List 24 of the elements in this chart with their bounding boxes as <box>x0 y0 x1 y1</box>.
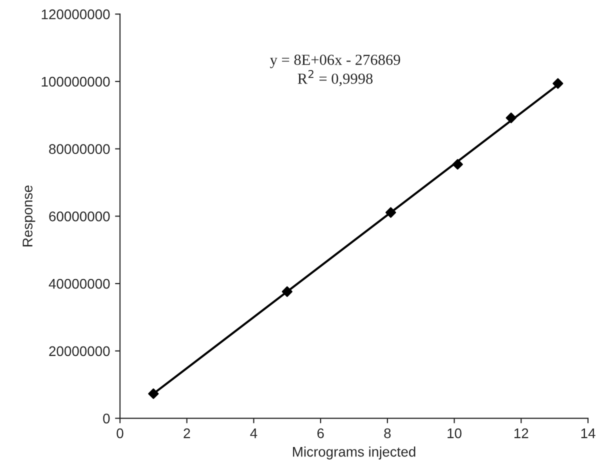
y-tick-label: 60000000 <box>49 212 110 222</box>
y-tick-label: 120000000 <box>42 9 110 20</box>
x-tick-label: 2 <box>184 428 190 438</box>
point <box>148 388 159 400</box>
x-tick-label: 6 <box>317 428 324 438</box>
annotation: y = 8E+06x - 276869 R$^{2}$ = 0,9998 <box>270 54 400 86</box>
x-tick-label: 0 <box>116 428 124 438</box>
point <box>506 112 516 124</box>
x-tick-label: 10 <box>448 428 462 438</box>
y-tick-label: 100000000 <box>42 76 110 87</box>
x-tick-label: 12 <box>514 428 528 438</box>
x-axis-title: Micrograms injected <box>293 446 416 460</box>
y-tick-label: 40000000 <box>48 278 110 289</box>
x-tick-label: 8 <box>384 428 391 438</box>
x-tick-label: 4 <box>250 428 258 438</box>
point <box>385 207 396 218</box>
y-tick-label: 20000000 <box>49 346 110 356</box>
point <box>282 286 292 297</box>
y-tick-label: 80000000 <box>49 144 110 154</box>
point <box>452 159 463 170</box>
point <box>552 78 564 89</box>
x-tick-label: 14 <box>581 428 596 438</box>
y-tick-label: 0 <box>103 414 110 424</box>
y-axis-title: Response <box>22 186 36 246</box>
